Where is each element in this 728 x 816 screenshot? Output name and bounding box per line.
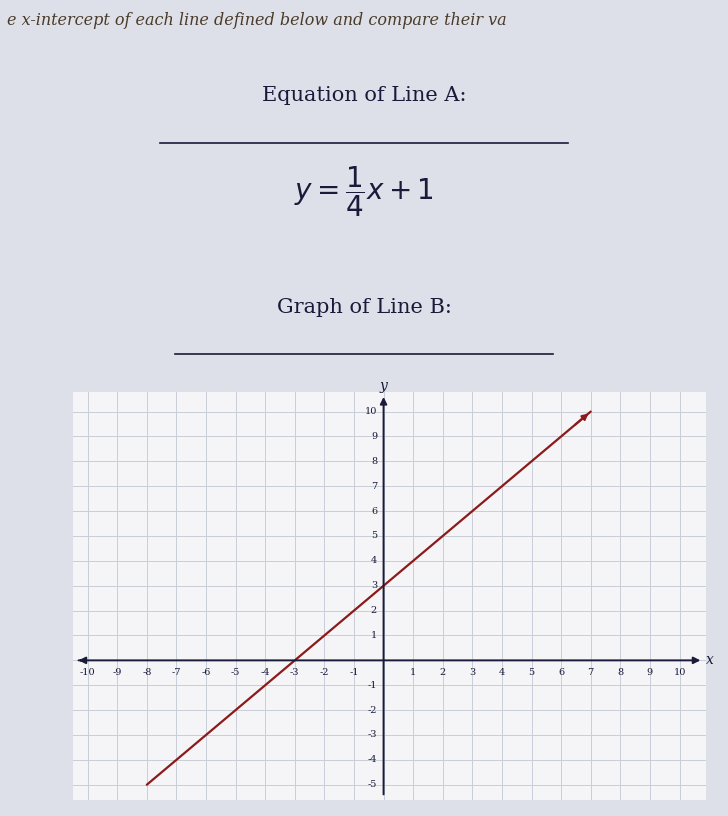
Text: 8: 8 — [617, 667, 623, 676]
Text: 5: 5 — [371, 531, 377, 540]
Text: Equation of Line A:: Equation of Line A: — [262, 86, 466, 105]
Text: $y = \dfrac{1}{4}x + 1$: $y = \dfrac{1}{4}x + 1$ — [294, 165, 434, 220]
Text: 3: 3 — [371, 581, 377, 590]
Text: x: x — [705, 654, 713, 667]
Text: 7: 7 — [371, 481, 377, 490]
Text: 4: 4 — [371, 557, 377, 565]
Text: 6: 6 — [558, 667, 564, 676]
Text: -10: -10 — [80, 667, 95, 676]
Text: 5: 5 — [529, 667, 534, 676]
Text: -4: -4 — [261, 667, 270, 676]
Text: -1: -1 — [349, 667, 359, 676]
Text: 1: 1 — [410, 667, 416, 676]
Text: Graph of Line B:: Graph of Line B: — [277, 298, 451, 317]
Text: 9: 9 — [647, 667, 653, 676]
Text: -3: -3 — [368, 730, 377, 739]
Text: e x-intercept of each line defined below and compare their va: e x-intercept of each line defined below… — [7, 11, 507, 29]
Text: y: y — [379, 379, 387, 393]
Text: -5: -5 — [368, 780, 377, 789]
Text: 1: 1 — [371, 631, 377, 640]
Text: 4: 4 — [499, 667, 505, 676]
Text: 7: 7 — [587, 667, 594, 676]
Text: -9: -9 — [113, 667, 122, 676]
Text: 10: 10 — [365, 407, 377, 416]
Text: -5: -5 — [231, 667, 240, 676]
Text: -2: -2 — [320, 667, 329, 676]
Text: -7: -7 — [172, 667, 181, 676]
Text: -4: -4 — [368, 756, 377, 765]
Text: -2: -2 — [368, 706, 377, 715]
Text: 3: 3 — [470, 667, 475, 676]
Text: -8: -8 — [142, 667, 151, 676]
Text: -3: -3 — [290, 667, 299, 676]
Text: -1: -1 — [368, 681, 377, 690]
Text: 6: 6 — [371, 507, 377, 516]
Text: -6: -6 — [202, 667, 210, 676]
Text: 8: 8 — [371, 457, 377, 466]
Text: 9: 9 — [371, 432, 377, 441]
Text: 10: 10 — [673, 667, 686, 676]
Text: 2: 2 — [440, 667, 446, 676]
Text: 2: 2 — [371, 606, 377, 615]
